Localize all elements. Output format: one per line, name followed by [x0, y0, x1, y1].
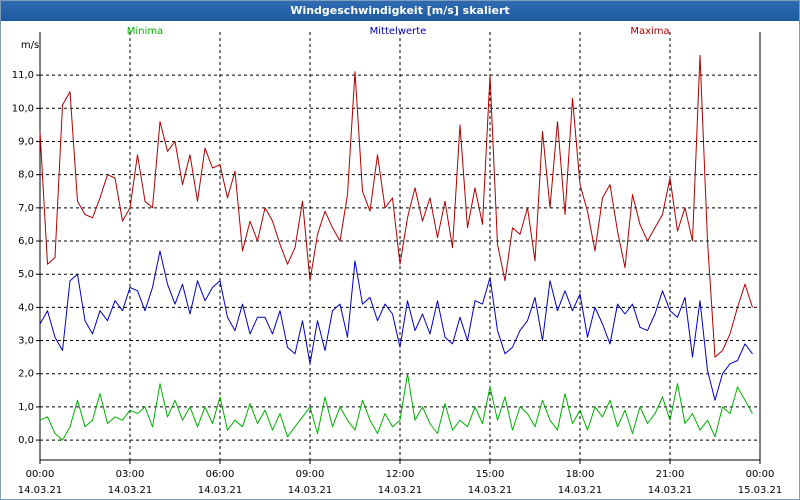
- y-axis-unit-label: m/s: [21, 40, 39, 51]
- x-tick-time-label: 15:00: [476, 469, 505, 480]
- series-line-mittelwerte: [39, 250, 753, 401]
- grid: [40, 32, 760, 460]
- x-tick-time-label: 00:00: [26, 469, 55, 480]
- legend-label-mittelwerte: Mittelwerte: [370, 26, 427, 37]
- plot-area-background: [40, 32, 760, 460]
- x-tick-date-label: 14.03.21: [18, 485, 63, 496]
- x-tick-date-label: 15.03.21: [738, 485, 783, 496]
- y-tick-label: 2,0: [18, 369, 34, 380]
- series-line-maxima: [39, 54, 753, 358]
- y-tick-label: 4,0: [18, 302, 34, 313]
- y-tick-label: 9,0: [18, 136, 34, 147]
- x-tick-date-label: 14.03.21: [108, 485, 153, 496]
- y-tick-label: 0,0: [18, 435, 34, 446]
- legend-label-maxima: Maxima: [630, 26, 669, 37]
- series-line-minima: [39, 373, 753, 441]
- y-tick-label: 10,0: [12, 103, 34, 114]
- window-title: Windgeschwindigkeit [m/s] skaliert: [1, 1, 799, 21]
- x-tick-time-label: 18:00: [566, 469, 595, 480]
- y-tick-label: 11,0: [12, 70, 34, 81]
- y-tick-label: 7,0: [18, 203, 34, 214]
- x-tick-time-label: 21:00: [656, 469, 685, 480]
- legend-label-minima: Minima: [127, 26, 163, 37]
- x-tick-date-label: 14.03.21: [468, 485, 513, 496]
- x-tick-date-label: 14.03.21: [288, 485, 333, 496]
- y-axis-ticks: 0,0 1,0 2,0 3,0 4,0 5,0 6,0 7,0 8,0 9,0 10,0 11,0: [12, 70, 40, 446]
- y-tick-label: 1,0: [18, 402, 34, 413]
- y-tick-label: 6,0: [18, 236, 34, 247]
- y-tick-label: 8,0: [18, 170, 34, 181]
- x-tick-time-label: 09:00: [296, 469, 325, 480]
- x-tick-date-label: 14.03.21: [648, 485, 693, 496]
- x-tick-time-label: 00:00: [746, 469, 775, 480]
- x-tick-time-label: 03:00: [116, 469, 145, 480]
- x-tick-time-label: 12:00: [386, 469, 415, 480]
- legend: Minima Mittelwerte Maxima: [127, 26, 670, 37]
- x-axis-ticks: 00:00 14.03.21 03:00 14.03.21 06:00 14.03.21 0…: [18, 460, 783, 496]
- x-tick-date-label: 14.03.21: [378, 485, 423, 496]
- x-tick-time-label: 06:00: [206, 469, 235, 480]
- x-tick-date-label: 14.03.21: [558, 485, 603, 496]
- x-tick-date-label: 14.03.21: [198, 485, 243, 496]
- y-tick-label: 5,0: [18, 269, 34, 280]
- y-tick-label: 3,0: [18, 336, 34, 347]
- series-lines: [39, 54, 753, 441]
